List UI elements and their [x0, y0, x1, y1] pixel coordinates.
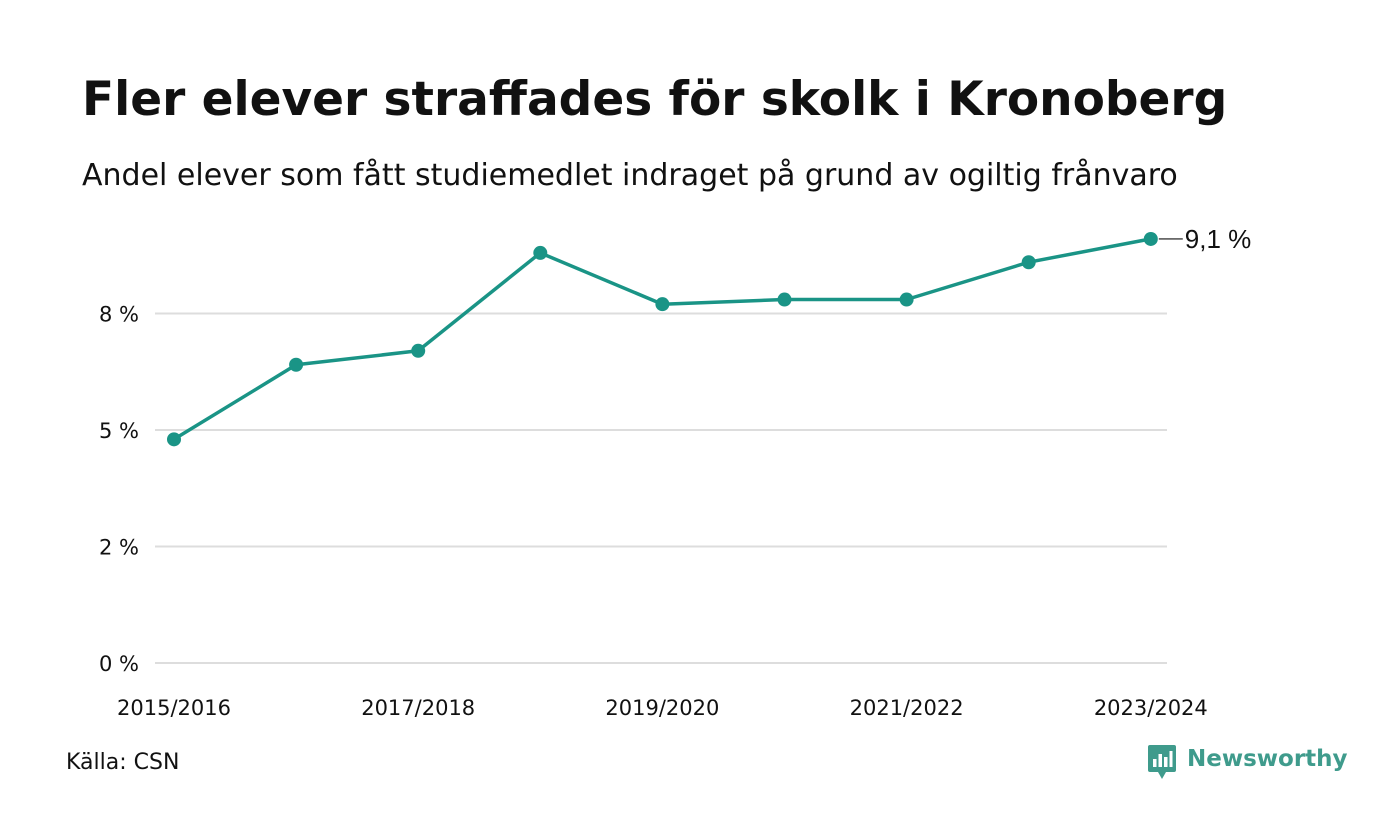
data-point	[167, 432, 181, 447]
data-point	[655, 297, 670, 312]
y-tick-label: 8 %	[99, 303, 139, 327]
chart-subtitle: Andel elever som fått studiemedlet indra…	[82, 158, 1178, 193]
x-tick-label: 2023/2024	[1094, 696, 1208, 720]
data-point	[777, 292, 792, 307]
chart-title: Fler elever straffades för skolk i Krono…	[82, 72, 1228, 127]
y-tick-label: 0 %	[99, 652, 139, 676]
y-tick-label: 2 %	[99, 536, 139, 560]
data-point	[411, 343, 426, 358]
x-tick-label: 2021/2022	[850, 696, 964, 720]
data-point	[533, 245, 548, 260]
data-point	[1021, 255, 1036, 270]
data-point	[1143, 231, 1158, 246]
brand-name: Newsworthy	[1187, 746, 1348, 772]
end-value-label: 9,1 %	[1185, 224, 1252, 254]
x-tick-label: 2015/2016	[117, 696, 231, 720]
newsworthy-logo-icon	[1148, 745, 1176, 779]
series-line	[172, 237, 1153, 442]
x-tick-label: 2019/2020	[605, 696, 719, 720]
brand-logo: Newsworthy	[1147, 742, 1348, 782]
x-tick-label: 2017/2018	[361, 696, 475, 720]
source-note: Källa: CSN	[66, 750, 180, 775]
data-point	[899, 292, 914, 307]
y-tick-label: 5 %	[99, 419, 139, 443]
data-point	[289, 357, 304, 372]
